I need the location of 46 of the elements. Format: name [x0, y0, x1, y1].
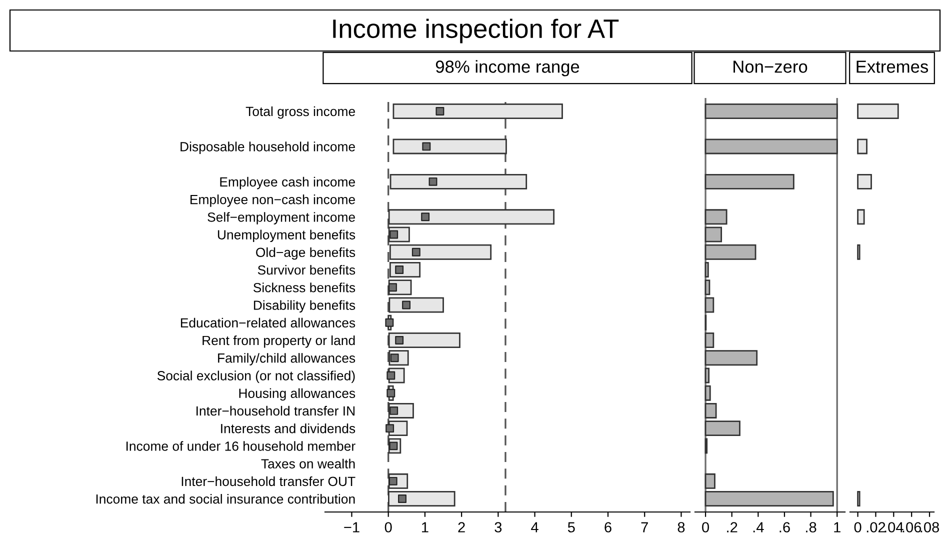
y-tick-label: Employee cash income	[220, 176, 355, 190]
y-tick-label: Disability benefits	[254, 300, 356, 313]
y-tick-label: Survivor benefits	[258, 264, 356, 275]
x-tick-label: 0	[384, 522, 392, 532]
x-tick-label: .8	[806, 522, 816, 532]
y-tick-label: Income tax and social insurance contribution	[96, 494, 355, 504]
x-tick-label: 4	[531, 522, 538, 532]
x-tick-label: 7	[641, 522, 648, 532]
x-tick-label: .2	[727, 522, 738, 532]
x-tick-label: 0	[702, 522, 710, 532]
x-tick-label: .04	[884, 522, 904, 532]
y-tick-label: Employee non−cash income	[190, 194, 355, 207]
y-tick-label: Self−employment income	[208, 212, 355, 224]
x-tick-label: 2	[458, 522, 465, 532]
y-tick-label: Total gross income	[246, 106, 355, 119]
y-tick-label: Unemployment benefits	[218, 230, 356, 242]
y-tick-label: Education−related allowances	[180, 318, 356, 328]
x-tick-label: 3	[494, 522, 502, 532]
chart-subtitle: 98% income range	[436, 60, 580, 76]
y-tick-label: Income of under 16 household member	[126, 441, 356, 451]
x-tick-label: 1	[834, 522, 840, 532]
y-tick-label: Interests and dividends	[221, 424, 356, 434]
x-tick-label: .6	[780, 522, 790, 532]
y-tick-label: Taxes on wealth	[261, 458, 355, 468]
x-tick-label: .02	[866, 522, 886, 532]
y-tick-label: Inter−household transfer OUT	[182, 476, 356, 486]
x-tick-label: .06	[902, 522, 922, 532]
x-tick-label: 6	[604, 522, 612, 532]
chart-title: Non−zero	[734, 60, 808, 73]
x-tick-label: −1	[344, 522, 360, 532]
y-tick-label: Family/child allowances	[218, 353, 356, 366]
y-tick-label: Sickness benefits	[253, 282, 356, 292]
y-tick-label: Inter−household transfer IN	[196, 406, 354, 416]
x-tick-label: .4	[753, 522, 764, 532]
x-tick-label: 5	[568, 522, 575, 532]
y-tick-label: Rent from property or land	[202, 335, 355, 348]
chart-title: Income inspection for AT	[333, 18, 619, 44]
chart-title: Extremes	[856, 60, 928, 73]
x-tick-label: 8	[678, 522, 685, 532]
x-tick-label: .08	[920, 522, 940, 532]
y-tick-label: Social exclusion (or not classified)	[157, 370, 355, 383]
y-tick-label: Disposable household income	[180, 142, 355, 154]
y-tick-label: Old−age benefits	[256, 247, 356, 260]
x-tick-label: 1	[422, 522, 428, 532]
y-tick-label: Housing allowances	[239, 388, 356, 401]
x-tick-label: 0	[854, 522, 862, 532]
